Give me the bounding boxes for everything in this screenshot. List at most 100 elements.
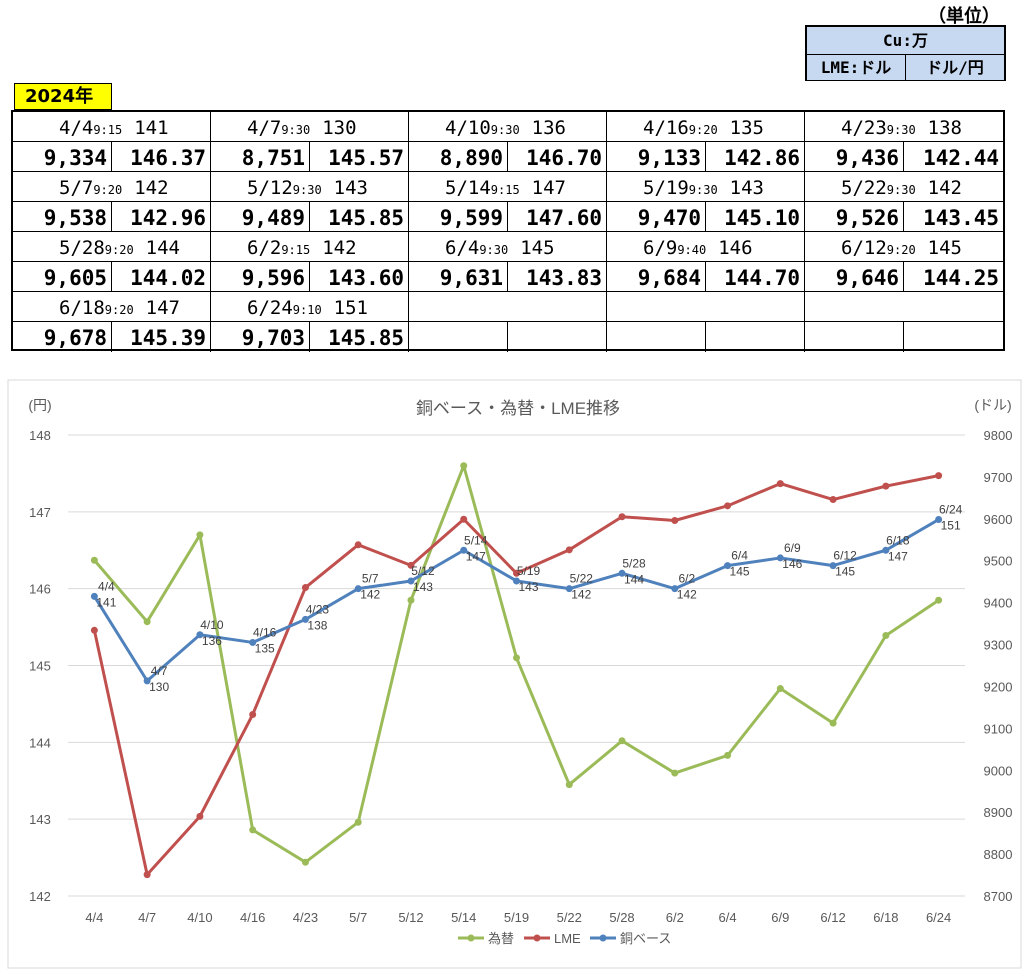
data-label-date: 5/28 bbox=[622, 556, 646, 570]
data-point bbox=[460, 462, 468, 470]
data-point bbox=[354, 585, 362, 593]
data-point bbox=[935, 596, 943, 604]
table-copper: 145 bbox=[520, 237, 555, 259]
table-date: 5/7 bbox=[59, 177, 94, 199]
table-time: 9:20 bbox=[104, 243, 134, 257]
x-tick: 6/9 bbox=[771, 910, 789, 925]
table-date: 4/23 bbox=[841, 117, 887, 139]
data-point bbox=[460, 546, 468, 554]
data-point bbox=[90, 626, 98, 634]
y-left-tick: 148 bbox=[29, 428, 51, 443]
table-date-cell: 6/129:20 145 bbox=[805, 232, 1003, 262]
y-right-tick: 8800 bbox=[984, 847, 1013, 862]
table-fx-cell: 145.85 bbox=[310, 202, 409, 232]
data-point bbox=[407, 596, 415, 604]
data-point bbox=[301, 615, 309, 623]
table-date: 5/14 bbox=[445, 177, 491, 199]
table-date-cell: 5/229:30 142 bbox=[805, 172, 1003, 202]
data-point bbox=[882, 546, 890, 554]
table-time: 9:20 bbox=[886, 243, 916, 257]
table-copper: 146 bbox=[718, 237, 753, 259]
legend-marker bbox=[599, 934, 607, 942]
table-copper: 147 bbox=[531, 177, 566, 199]
table-fx-cell: 144.02 bbox=[112, 262, 211, 292]
table-date: 6/12 bbox=[841, 237, 887, 259]
data-label-value: 147 bbox=[466, 549, 486, 563]
table-fx-cell: 144.25 bbox=[904, 262, 1003, 292]
data-label-value: 147 bbox=[888, 549, 908, 563]
data-point bbox=[143, 677, 151, 685]
data-label-date: 4/10 bbox=[200, 618, 224, 632]
data-point bbox=[513, 654, 520, 662]
data-point bbox=[196, 812, 204, 820]
table-lme-cell: 9,599 bbox=[409, 202, 508, 232]
table-time: 9:20 bbox=[93, 183, 123, 197]
table-copper: 130 bbox=[322, 117, 357, 139]
table-lme-cell: 9,133 bbox=[607, 142, 706, 172]
data-label-value: 146 bbox=[782, 557, 802, 571]
data-point bbox=[935, 516, 943, 524]
table-fx-cell: 143.60 bbox=[310, 262, 409, 292]
y-left-tick: 142 bbox=[29, 889, 51, 904]
table-date-cell: 5/149:15 147 bbox=[409, 172, 607, 202]
table-fx-cell bbox=[904, 322, 1003, 352]
chart-title: 銅ベース・為替・LME推移 bbox=[416, 399, 620, 418]
table-date-cell bbox=[409, 292, 607, 322]
table-lme-cell bbox=[607, 322, 706, 352]
x-tick: 5/12 bbox=[398, 910, 423, 925]
x-tick: 5/28 bbox=[609, 910, 634, 925]
x-tick: 5/19 bbox=[504, 910, 529, 925]
data-label-value: 145 bbox=[730, 565, 750, 579]
x-tick: 4/10 bbox=[187, 910, 212, 925]
y-right-tick: 9400 bbox=[984, 596, 1013, 611]
table-date-cell: 4/169:20 135 bbox=[607, 112, 805, 142]
table-copper: 144 bbox=[145, 237, 180, 259]
data-label-date: 6/18 bbox=[886, 533, 910, 547]
table-date-cell bbox=[805, 292, 1003, 322]
table-date: 5/22 bbox=[841, 177, 887, 199]
data-label-value: 145 bbox=[835, 565, 855, 579]
table-copper: 145 bbox=[927, 237, 962, 259]
table-date: 5/19 bbox=[643, 177, 689, 199]
x-tick: 4/16 bbox=[240, 910, 265, 925]
x-tick: 4/7 bbox=[138, 910, 156, 925]
table-copper: 138 bbox=[927, 117, 962, 139]
table-copper: 143 bbox=[333, 177, 368, 199]
table-date-cell: 6/249:10 151 bbox=[211, 292, 409, 322]
data-label-value: 136 bbox=[202, 634, 222, 648]
legend-marker bbox=[533, 934, 541, 942]
table-lme-cell: 9,684 bbox=[607, 262, 706, 292]
data-point bbox=[935, 472, 943, 480]
table-date: 4/16 bbox=[643, 117, 689, 139]
data-point bbox=[565, 781, 573, 789]
y-left-tick: 143 bbox=[29, 812, 51, 827]
table-date-cell: 5/129:30 143 bbox=[211, 172, 409, 202]
table-lme-cell: 9,489 bbox=[211, 202, 310, 232]
table-lme-cell: 9,526 bbox=[805, 202, 904, 232]
x-tick: 4/23 bbox=[293, 910, 318, 925]
table-copper: 142 bbox=[322, 237, 357, 259]
data-point bbox=[565, 546, 573, 554]
y-right-tick: 9700 bbox=[984, 470, 1013, 485]
table-lme-cell: 9,596 bbox=[211, 262, 310, 292]
x-tick: 6/18 bbox=[873, 910, 898, 925]
table-lme-cell: 9,334 bbox=[13, 142, 112, 172]
table-time: 9:30 bbox=[886, 183, 916, 197]
x-tick: 6/24 bbox=[926, 910, 951, 925]
table-date: 4/10 bbox=[445, 117, 491, 139]
data-point bbox=[354, 818, 362, 826]
table-date-cell bbox=[607, 292, 805, 322]
table-fx-cell: 146.37 bbox=[112, 142, 211, 172]
table-fx-cell: 145.39 bbox=[112, 322, 211, 352]
table-lme-cell: 9,631 bbox=[409, 262, 508, 292]
table-time: 9:30 bbox=[281, 123, 311, 137]
table-copper: 135 bbox=[729, 117, 764, 139]
table-date-cell: 4/109:30 136 bbox=[409, 112, 607, 142]
data-point bbox=[301, 584, 309, 592]
x-tick: 6/4 bbox=[719, 910, 737, 925]
table-fx-cell bbox=[508, 322, 607, 352]
table-copper: 143 bbox=[729, 177, 764, 199]
table-copper: 142 bbox=[927, 177, 962, 199]
table-copper: 147 bbox=[145, 297, 180, 319]
table-lme-cell: 9,605 bbox=[13, 262, 112, 292]
